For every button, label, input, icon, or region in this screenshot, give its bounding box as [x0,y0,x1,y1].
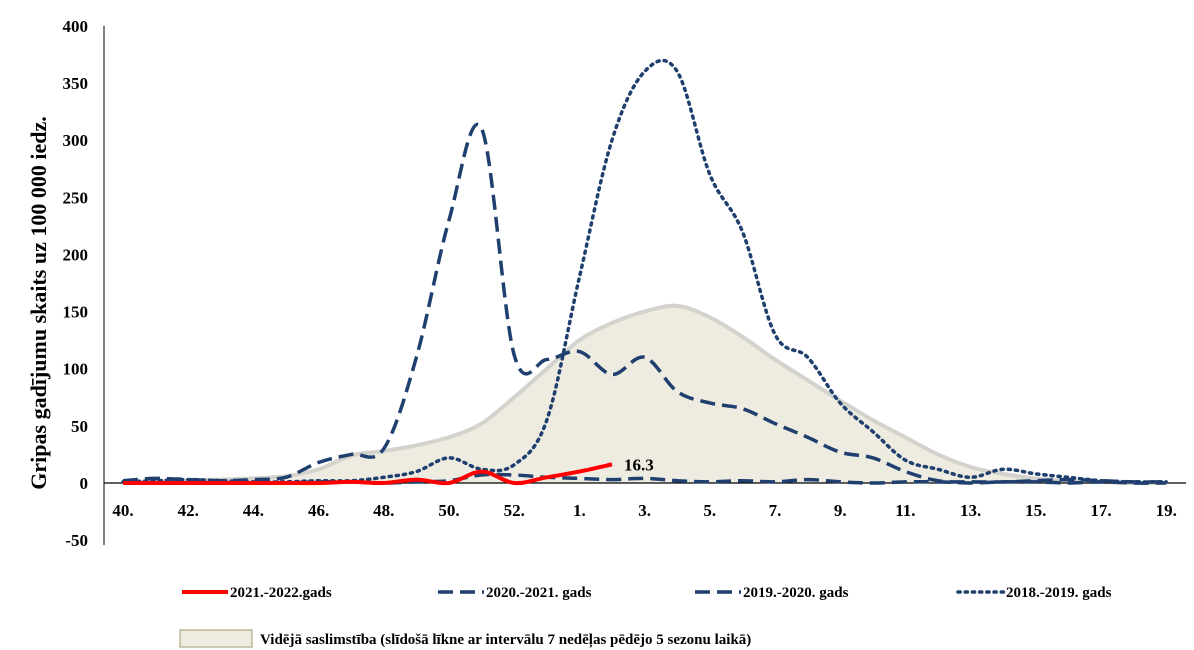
y-tick-label: 350 [63,74,89,93]
y-tick-label: 400 [63,17,89,36]
y-tick-label: 200 [63,245,89,264]
x-tick-label: 9. [834,501,847,520]
legend-label-area: Vidējā saslimstība (slīdošā līkne ar int… [260,632,751,648]
legend-item: 2020.-2021. gads [438,585,592,601]
x-tick-label: 13. [960,501,981,520]
data-label-last-value: 16.3 [624,455,654,474]
series-line [121,58,1168,484]
legend-label: 2018.-2019. gads [1006,585,1112,601]
series-line [122,462,613,486]
x-tick-label: 44. [243,501,264,520]
x-tick-label: 19. [1156,501,1177,520]
legend-swatch-area [179,629,253,648]
legend-label: 2019.-2020. gads [743,585,849,601]
x-tick-label: 1. [573,501,586,520]
x-tick-label: 7. [769,501,782,520]
y-tick-label: 100 [63,360,89,379]
x-tick-label: 15. [1025,501,1046,520]
legend-label: 2020.-2021. gads [486,585,592,601]
x-tick-label: 3. [638,501,651,520]
y-tick-label: 50 [71,417,88,436]
legend-label: 2021.-2022.gads [230,585,332,601]
y-tick-label: 300 [63,131,89,150]
x-tick-label: 11. [895,501,915,520]
legend-item: 2021.-2022.gads [182,585,332,601]
x-tick-label: 48. [373,501,394,520]
y-axis-label: Gripas gadījumu skaits uz 100 000 iedz. [26,116,51,489]
y-tick-label: -50 [65,531,88,550]
x-tick-label: 17. [1090,501,1111,520]
legend-item: 2019.-2020. gads [695,585,849,601]
x-tick-label: 46. [308,501,329,520]
y-tick-label: 0 [80,474,89,493]
legend-item: 2018.-2019. gads [956,585,1112,601]
series-line [122,472,1167,485]
legend: 2021.-2022.gads 2020.-2021. gads 2019.-202… [179,585,1112,648]
legend-item-area: Vidējā saslimstība (slīdošā līkne ar int… [179,629,751,648]
x-tick-label: 42. [178,501,199,520]
y-tick-label: 250 [63,188,89,207]
series-layer [121,58,1168,486]
x-tick-label: 50. [438,501,459,520]
x-tick-label: 5. [703,501,716,520]
x-tick-label: 40. [112,501,133,520]
y-tick-label: 150 [63,303,89,322]
x-tick-label: 52. [504,501,525,520]
ticks-layer: 400 350 300 250 200 150 100 50 0 -50 40. 42. 44. 46. 4… [63,17,1177,550]
